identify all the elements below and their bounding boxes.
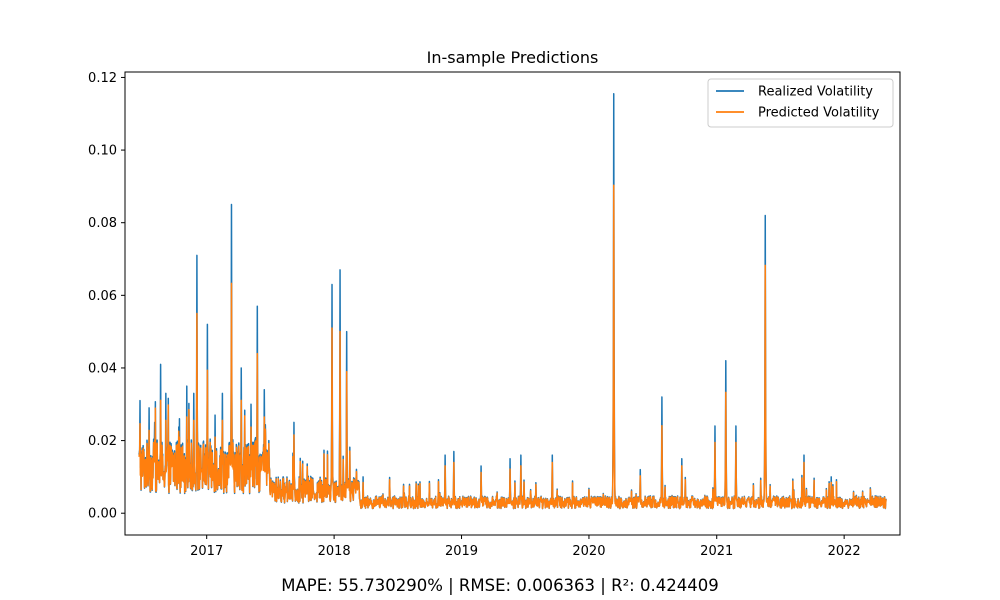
y-tick-label: 0.08 [88,216,117,231]
legend-box [707,78,894,128]
legend-label-realized: Realized Volatility [758,85,873,100]
x-tick-label: 2022 [828,544,861,559]
y-tick-label: 0.12 [88,71,117,86]
y-tick-label: 0.04 [88,361,117,376]
y-tick-label: 0.10 [88,144,117,159]
legend: Realized Volatility Predicted Volatility [707,78,894,128]
x-tick-label: 2017 [190,544,223,559]
x-tick-label: 2019 [445,544,478,559]
x-axis: 2017 2018 2019 2020 2021 2022 [190,535,861,559]
chart-title: In-sample Predictions [427,48,599,67]
y-tick-label: 0.00 [88,507,117,522]
y-tick-label: 0.06 [88,289,117,304]
metrics-footer: MAPE: 55.730290% | RMSE: 0.006363 | R²: … [281,576,719,595]
legend-label-predicted: Predicted Volatility [758,106,880,121]
series-layer [138,93,887,510]
x-tick-label: 2021 [700,544,733,559]
x-tick-label: 2020 [572,544,605,559]
x-tick-label: 2018 [318,544,351,559]
y-axis: 0.00 0.02 0.04 0.06 0.08 0.10 0.12 [88,71,125,522]
y-tick-label: 0.02 [88,434,117,449]
plot-frame [124,71,901,536]
series-line-predicted [138,184,887,510]
